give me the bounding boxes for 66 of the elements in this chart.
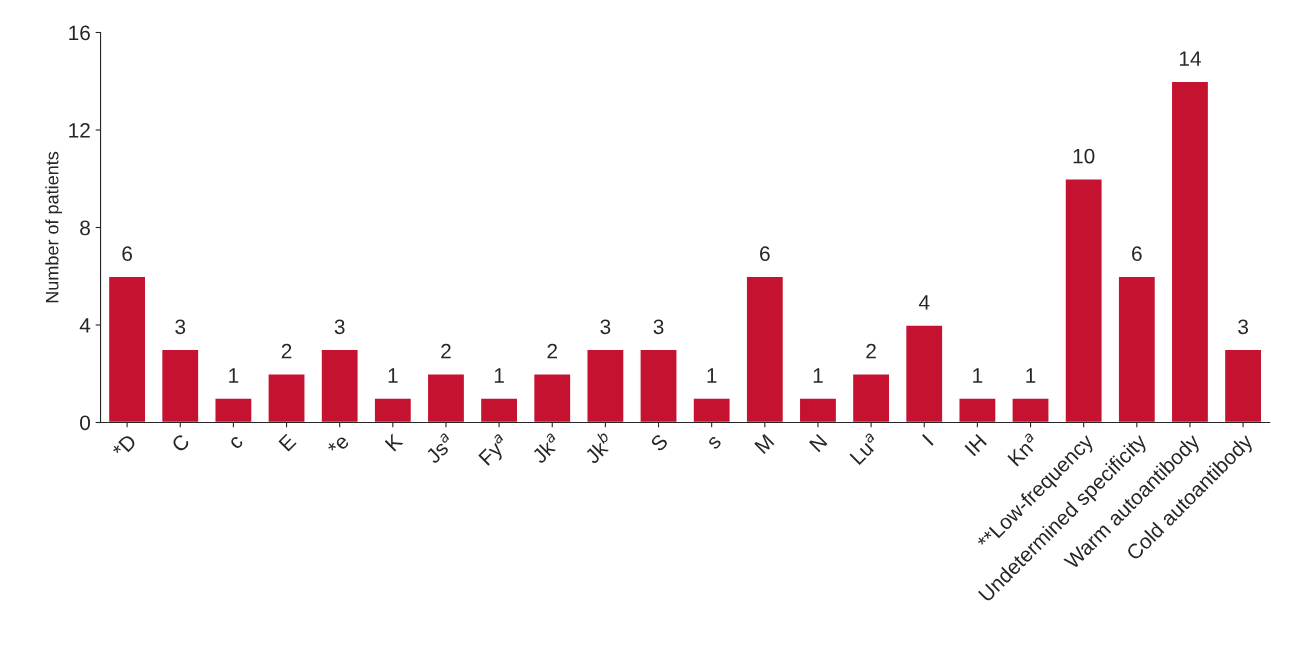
y-tick-label: 12 <box>69 123 90 138</box>
bar <box>1117 275 1157 423</box>
y-tick-label: 4 <box>79 318 91 333</box>
bar <box>586 348 625 423</box>
data-label: 3 <box>600 319 611 335</box>
x-tick-label: I <box>922 434 934 446</box>
x-tick-label: Fy$^{a}$ <box>477 433 513 469</box>
data-label: 1 <box>494 368 504 383</box>
data-label: 1 <box>813 368 823 383</box>
x-tick-label: E <box>278 433 297 452</box>
bar <box>851 373 891 423</box>
y-tick-label: 0 <box>80 415 91 431</box>
bar <box>479 397 519 423</box>
bar <box>958 397 997 423</box>
data-label: 1 <box>707 368 717 383</box>
x-tick-label: M <box>754 433 775 454</box>
data-label: 1 <box>388 368 398 383</box>
bar <box>320 348 359 423</box>
bar <box>426 373 466 423</box>
bar <box>1011 397 1050 423</box>
data-label: 2 <box>547 343 557 359</box>
data-label: 2 <box>866 343 876 359</box>
x-tick-label: *e <box>326 433 350 457</box>
bar <box>798 397 838 423</box>
x-tick-label: K <box>384 432 404 452</box>
x-tick-label: C <box>170 433 191 453</box>
bar <box>745 275 785 423</box>
data-label: 1 <box>229 368 239 383</box>
data-label: 1 <box>973 368 983 383</box>
data-label: 2 <box>281 343 292 359</box>
data-label: 2 <box>441 343 451 359</box>
data-label: 3 <box>1238 319 1248 335</box>
y-axis-title: Number of patients <box>45 151 63 303</box>
data-label: 4 <box>918 295 930 310</box>
data-label: 6 <box>760 246 770 262</box>
bar <box>107 275 147 423</box>
data-label: 6 <box>122 246 132 262</box>
data-label: 1 <box>1026 368 1036 383</box>
bar <box>373 397 413 423</box>
data-label: 10 <box>1073 148 1095 164</box>
x-tick-label: Jk$^{a}$ <box>530 432 562 465</box>
bar <box>692 397 731 423</box>
bar <box>532 373 572 423</box>
x-tick-label: Lu$^{a}$ <box>848 432 881 466</box>
data-label: 3 <box>653 319 664 335</box>
bar <box>1170 80 1210 423</box>
bar <box>639 348 678 423</box>
x-tick-label: N <box>809 433 828 453</box>
bar <box>1223 348 1263 423</box>
data-label: 6 <box>1132 246 1142 262</box>
x-tick-label: Js$^{a}$ <box>423 432 456 465</box>
bar <box>904 324 944 423</box>
y-tick-label: 16 <box>69 25 90 41</box>
bar <box>1064 178 1103 423</box>
x-tick-label: *D <box>111 433 138 460</box>
data-label: 14 <box>1179 51 1201 66</box>
y-tick-label: 8 <box>80 220 90 236</box>
x-tick-label: s <box>707 435 722 450</box>
data-label: 3 <box>334 319 345 335</box>
x-tick-label: S <box>649 433 669 453</box>
x-tick-label: Jk$^{b}$ <box>580 430 616 465</box>
bar <box>214 397 253 423</box>
bar <box>160 348 200 423</box>
data-label: 3 <box>175 319 186 335</box>
bar <box>267 373 306 423</box>
x-tick-label: c <box>229 435 244 450</box>
